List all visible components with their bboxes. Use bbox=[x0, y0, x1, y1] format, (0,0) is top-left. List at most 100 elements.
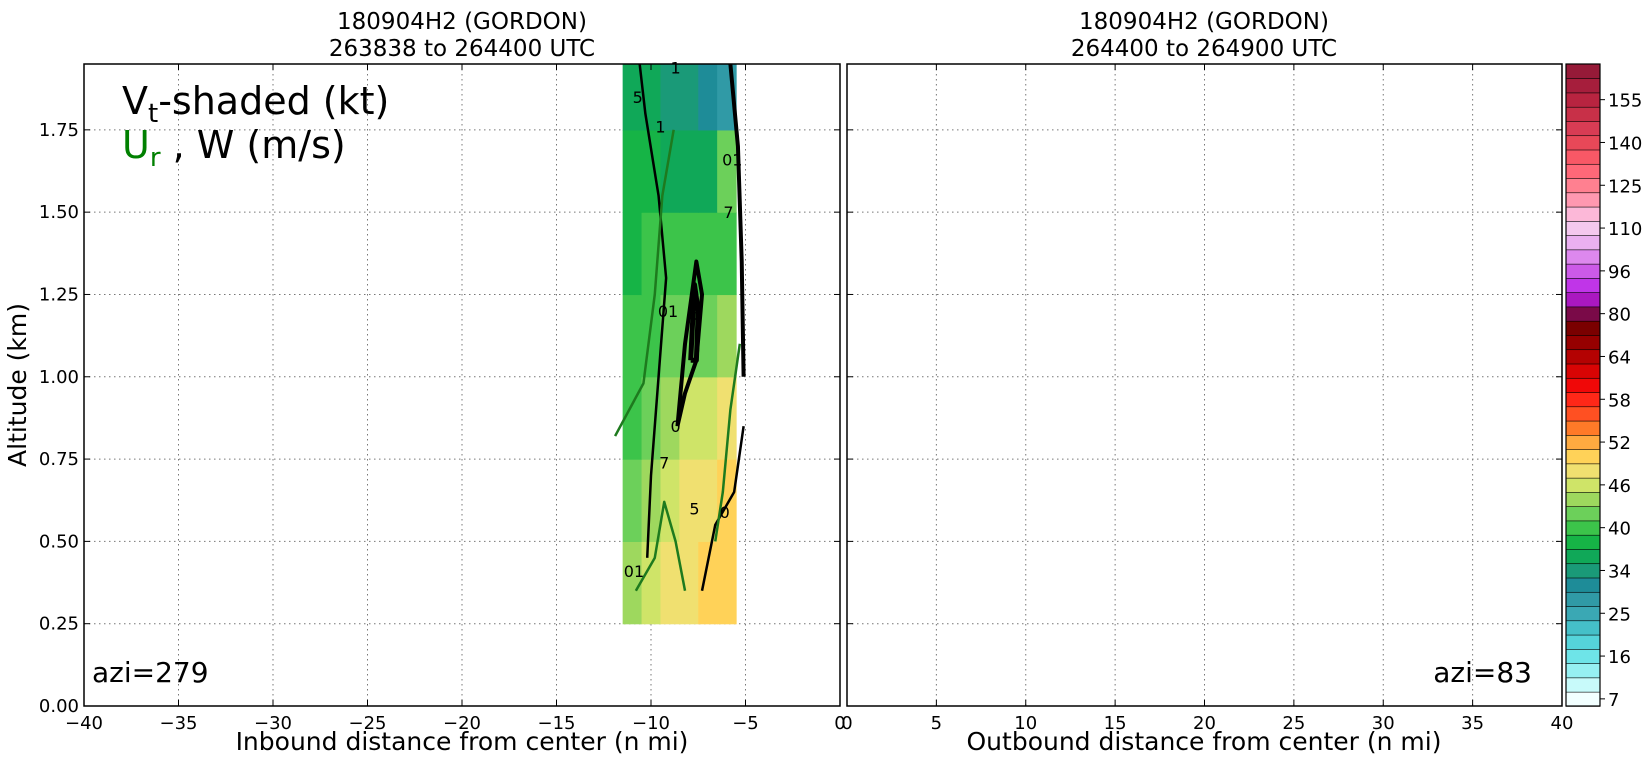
contour-label: 7 bbox=[723, 203, 733, 222]
contour-label: 1 bbox=[670, 58, 680, 77]
right-title-line1: 180904H2 (GORDON) bbox=[1079, 9, 1329, 35]
colorbar-swatch bbox=[1565, 249, 1601, 265]
contour-label: 5 bbox=[633, 88, 643, 107]
colorbar-swatch bbox=[1565, 577, 1601, 593]
w-contour-line bbox=[728, 64, 746, 377]
vt-shaded-cell bbox=[717, 294, 737, 378]
colorbar-tick-label: 46 bbox=[1608, 476, 1631, 497]
y-axis-label: Altitude (km) bbox=[3, 303, 32, 467]
vt-shaded-cell bbox=[717, 459, 737, 542]
colorbar-swatch bbox=[1565, 363, 1601, 379]
colorbar-swatch bbox=[1565, 534, 1601, 550]
vt-shaded-cell bbox=[622, 129, 643, 213]
y-tick-label: 0.50 bbox=[39, 531, 79, 552]
y-tick-label: 1.50 bbox=[39, 202, 79, 223]
colorbar-swatch bbox=[1565, 520, 1601, 536]
vt-shaded-cell bbox=[698, 64, 718, 131]
vt-shaded-cell bbox=[641, 129, 662, 213]
left-x-axis-label: Inbound distance from center (n mi) bbox=[236, 727, 689, 756]
colorbar-swatch bbox=[1565, 135, 1601, 151]
vt-shaded-cell bbox=[698, 212, 718, 296]
contour-label: 5 bbox=[689, 499, 699, 518]
vt-shaded-cell bbox=[698, 541, 718, 625]
colorbar-swatch bbox=[1565, 591, 1601, 607]
colorbar-tick-label: 7 bbox=[1608, 690, 1619, 711]
contour-label: 01 bbox=[722, 150, 742, 169]
left-x-tick-label: −20 bbox=[443, 713, 481, 734]
vt-shaded-cell bbox=[717, 541, 737, 625]
left-y-ticks: 0.00 0.25 0.50 0.75 1.00 1.25 1.50 1.75 bbox=[39, 120, 840, 717]
right-x-tick-label: 25 bbox=[1282, 713, 1305, 734]
ur-contour-line bbox=[613, 129, 675, 437]
right-x-tick-label: 35 bbox=[1461, 713, 1484, 734]
left-title-line2: 263838 to 264400 UTC bbox=[329, 36, 595, 62]
left-x-ticks: −40 −35 −30 −25 −20 −15 −10 −5 0 bbox=[65, 64, 846, 734]
vt-shaded-cell bbox=[679, 129, 699, 213]
colorbar-tick-label: 40 bbox=[1608, 519, 1631, 540]
colorbar-swatch bbox=[1565, 377, 1601, 393]
vt-shaded-cell bbox=[717, 212, 737, 296]
y-tick-label: 1.00 bbox=[39, 367, 79, 388]
legend-ur-w-label: Ur , W (m/s) bbox=[122, 123, 346, 173]
colorbar-tick-label: 34 bbox=[1608, 561, 1631, 582]
w-contour-line bbox=[700, 425, 745, 592]
left-x-tick-label: −40 bbox=[65, 713, 103, 734]
colorbar-swatch bbox=[1565, 206, 1601, 222]
colorbar-tick-label: 16 bbox=[1608, 647, 1631, 668]
colorbar-tick-label: 110 bbox=[1608, 219, 1642, 240]
vt-shaded-cell bbox=[660, 129, 680, 213]
left-x-tick-label: −30 bbox=[254, 713, 292, 734]
vt-shaded-cell bbox=[698, 294, 718, 378]
y-tick-label: 0.25 bbox=[39, 614, 79, 635]
colorbar-swatch bbox=[1565, 349, 1601, 365]
left-x-tick-label: −25 bbox=[349, 713, 387, 734]
colorbar-swatch bbox=[1565, 505, 1601, 522]
w-contour-line bbox=[688, 282, 701, 363]
colorbar-swatch bbox=[1565, 106, 1601, 122]
vt-shaded-cell bbox=[660, 64, 680, 131]
colorbar-swatches bbox=[1565, 63, 1601, 707]
right-x-tick-label: 10 bbox=[1014, 713, 1037, 734]
colorbar-swatch bbox=[1565, 334, 1601, 351]
legend-ur-sub: r bbox=[150, 143, 161, 173]
colorbar-frame bbox=[1565, 63, 1601, 707]
colorbar-tick-label: 140 bbox=[1608, 133, 1642, 154]
left-azimuth-annotation: azi=279 bbox=[92, 656, 209, 689]
legend-ur-main: U bbox=[122, 123, 150, 167]
right-x-tick-label: 5 bbox=[931, 713, 942, 734]
vt-shaded-cell bbox=[622, 64, 643, 131]
legend-vt-label: Vt-shaded (kt) bbox=[122, 79, 389, 129]
vt-shaded-cell bbox=[622, 212, 643, 296]
right-x-axis-label: Outbound distance from center (n mi) bbox=[967, 727, 1442, 756]
legend-vt-rest: -shaded (kt) bbox=[158, 79, 389, 123]
colorbar-swatch bbox=[1565, 677, 1601, 693]
y-tick-label: 0.75 bbox=[39, 449, 79, 470]
colorbar-swatch bbox=[1565, 563, 1601, 579]
w-contour-line bbox=[638, 64, 668, 558]
left-shaded-field bbox=[622, 64, 737, 625]
colorbar-swatch bbox=[1565, 548, 1601, 565]
y-tick-label: 1.75 bbox=[39, 120, 79, 141]
right-x-ticks: 0 5 10 15 20 25 30 35 40 bbox=[841, 64, 1573, 734]
right-x-tick-label: 30 bbox=[1372, 713, 1395, 734]
colorbar-tick-label: 58 bbox=[1608, 390, 1631, 411]
w-contour-line bbox=[675, 259, 705, 427]
colorbar-tick-label: 125 bbox=[1608, 176, 1642, 197]
colorbar-swatch bbox=[1565, 634, 1601, 650]
colorbar-swatch bbox=[1565, 691, 1601, 707]
right-x-tick-label: 15 bbox=[1104, 713, 1127, 734]
left-w-contours bbox=[638, 64, 746, 592]
colorbar-swatch bbox=[1565, 391, 1601, 408]
colorbar-tick-label: 96 bbox=[1608, 262, 1631, 283]
vt-shaded-cell bbox=[698, 129, 718, 213]
vt-shaded-cell bbox=[622, 376, 643, 460]
left-x-tick-label: −15 bbox=[538, 713, 576, 734]
left-x-tick-label: −5 bbox=[732, 713, 759, 734]
colorbar-swatch bbox=[1565, 420, 1601, 436]
left-ur-contours bbox=[613, 129, 742, 592]
left-x-tick-label: −35 bbox=[160, 713, 198, 734]
colorbar-swatch bbox=[1565, 149, 1601, 165]
vt-shaded-cell bbox=[679, 541, 699, 625]
